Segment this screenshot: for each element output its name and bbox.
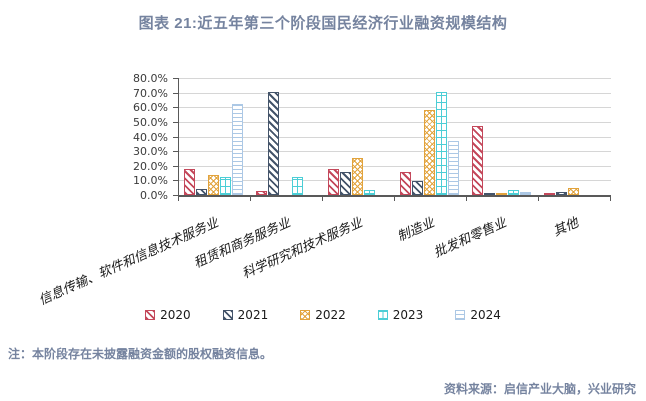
- legend-marker-diagonal-stripe-icon: [222, 310, 233, 320]
- legend-marker-crosshatch-icon: [300, 310, 311, 320]
- bar-2020-其他: [544, 193, 555, 195]
- y-tick-label: 30.0%: [133, 145, 168, 159]
- bar-2020-制造业: [400, 172, 411, 195]
- gridline: [179, 151, 611, 153]
- bar-2020-信息传输、软件和信息技术服务业: [184, 169, 195, 195]
- bar-2020-租赁和商务服务业: [256, 191, 267, 195]
- bar-group: [544, 78, 603, 195]
- bar-2023-租赁和商务服务业: [292, 177, 303, 195]
- legend-marker-diagonal-stripe-icon: [145, 310, 156, 320]
- bar-2024-信息传输、软件和信息技术服务业: [232, 104, 243, 195]
- bar-2022-制造业: [424, 110, 435, 195]
- bar-2024-制造业: [448, 141, 459, 195]
- y-tick-label: 60.0%: [133, 101, 168, 115]
- legend-item-2020: 2020: [145, 308, 191, 322]
- y-tick-label: 0.0%: [140, 189, 168, 202]
- legend-marker-horizontal-lines-icon: [455, 310, 466, 320]
- category-label: 其他: [550, 215, 581, 240]
- legend-item-2021: 2021: [222, 308, 269, 322]
- y-tick-label: 10.0%: [133, 174, 168, 188]
- bar-group: [400, 78, 459, 195]
- gridline: [179, 165, 611, 167]
- legend-item-2024: 2024: [455, 308, 501, 322]
- legend-item-2023: 2023: [377, 308, 424, 322]
- category-label: 批发和零售业: [431, 215, 509, 261]
- y-tick-mark: [173, 107, 178, 109]
- y-tick-label: 50.0%: [133, 115, 168, 129]
- legend-label: 2021: [237, 308, 269, 322]
- plot-area: [178, 78, 611, 197]
- gridline: [179, 92, 611, 94]
- bar-group: [328, 78, 387, 195]
- gridline: [179, 180, 611, 182]
- legend: 2020 2021 2022 2023 2024: [0, 308, 646, 322]
- chart-title: 图表 21:近五年第三个阶段国民经济行业融资规模结构: [138, 15, 508, 32]
- legend-label: 2023: [392, 308, 424, 322]
- x-tick-mark: [466, 197, 467, 201]
- bar-2020-科学研究和技术服务业: [328, 169, 339, 195]
- y-tick-label: 80.0%: [133, 72, 168, 85]
- gridline: [179, 78, 611, 79]
- bar-2021-信息传输、软件和信息技术服务业: [196, 189, 207, 195]
- gridline: [179, 107, 611, 109]
- bar-2023-科学研究和技术服务业: [364, 190, 375, 195]
- x-tick-mark: [394, 197, 395, 201]
- bar-2023-信息传输、软件和信息技术服务业: [220, 177, 231, 195]
- y-tick-mark: [173, 195, 178, 196]
- x-tick-mark: [322, 197, 323, 201]
- bar-2021-制造业: [412, 181, 423, 195]
- legend-marker-window-grid-icon: [377, 310, 388, 320]
- y-tick-mark: [173, 151, 178, 153]
- category-label: 制造业: [395, 215, 437, 246]
- footnote: 注：本阶段存在未披露融资金额的股权融资信息。: [8, 347, 273, 361]
- y-tick-mark: [173, 165, 178, 167]
- gridline: [179, 136, 611, 138]
- category-label: 科学研究和技术服务业: [239, 215, 365, 283]
- y-tick-mark: [173, 92, 178, 94]
- y-tick-mark: [173, 136, 178, 138]
- x-tick-mark: [250, 197, 251, 201]
- bar-2021-租赁和商务服务业: [268, 92, 279, 195]
- bar-2023-制造业: [436, 92, 447, 195]
- x-tick-mark: [538, 197, 539, 201]
- legend-item-2022: 2022: [300, 308, 346, 322]
- x-tick-mark: [610, 197, 611, 201]
- legend-label: 2024: [470, 308, 501, 322]
- bar-2021-批发和零售业: [484, 193, 495, 195]
- bar-2022-批发和零售业: [496, 193, 507, 195]
- bar-group: [184, 78, 243, 195]
- bar-2022-信息传输、软件和信息技术服务业: [208, 175, 219, 195]
- source-text: 资料来源：启信产业大脑，兴业研究: [443, 382, 636, 396]
- bar-group: [256, 78, 315, 195]
- y-tick-label: 70.0%: [133, 86, 168, 100]
- x-tick-mark: [178, 197, 179, 201]
- bar-2021-其他: [556, 192, 567, 195]
- bar-2022-其他: [568, 188, 579, 195]
- y-tick-mark: [173, 121, 178, 123]
- y-tick-label: 40.0%: [133, 130, 168, 144]
- bar-2024-批发和零售业: [520, 192, 531, 195]
- bar-2022-科学研究和技术服务业: [352, 158, 363, 195]
- y-tick-mark: [173, 78, 178, 79]
- y-tick-label: 20.0%: [133, 159, 168, 173]
- legend-label: 2022: [315, 308, 346, 322]
- y-tick-mark: [173, 180, 178, 182]
- legend-label: 2020: [160, 308, 191, 322]
- bar-2021-科学研究和技术服务业: [340, 172, 351, 195]
- bar-2020-批发和零售业: [472, 126, 483, 195]
- bar-group: [472, 78, 531, 195]
- gridline: [179, 121, 611, 123]
- bar-2023-批发和零售业: [508, 190, 519, 195]
